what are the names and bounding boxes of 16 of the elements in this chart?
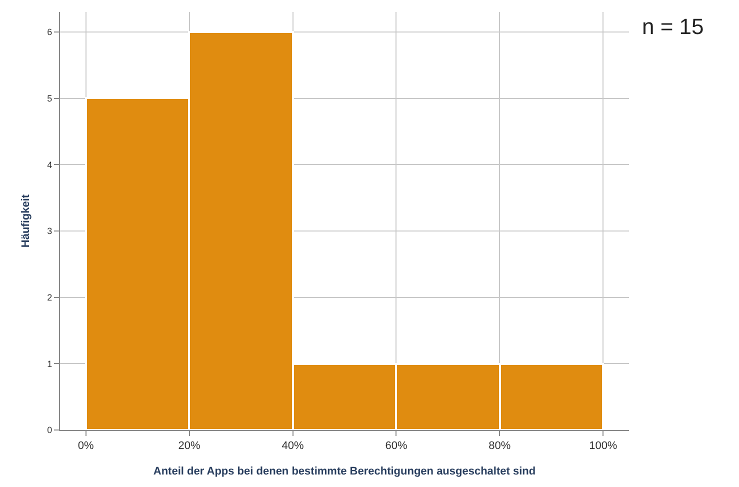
y-tick-label: 4	[47, 160, 52, 170]
x-tick-label: 60%	[385, 440, 408, 452]
y-tick-label: 3	[47, 226, 52, 236]
x-tick-label: 0%	[78, 440, 94, 452]
x-tick-label: 20%	[178, 440, 201, 452]
x-tick-label: 100%	[589, 440, 618, 452]
y-tick-label: 6	[47, 27, 52, 38]
x-tick-label: 40%	[282, 440, 304, 452]
x-tick-label: 80%	[488, 440, 511, 452]
y-axis-title: Häufigkeit	[20, 194, 32, 248]
y-tick-label: 5	[47, 93, 52, 104]
x-axis-title: Anteil der Apps bei denen bestimmte Berechtigungen ausgeschaltet sind	[153, 465, 536, 478]
y-tick-label: 0	[47, 425, 52, 436]
text: n = 15	[642, 14, 704, 39]
y-tick-label: 1	[47, 358, 52, 369]
y-tick-label: 2	[47, 292, 52, 302]
